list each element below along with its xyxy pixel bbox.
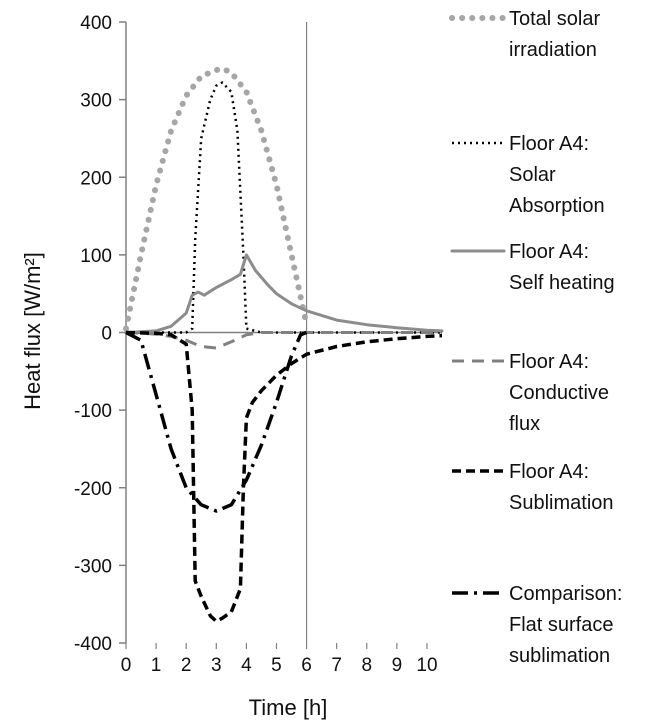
legend-label: Floor A4: [509,241,589,263]
series-line-5 [125,330,308,513]
legend-label: Comparison: [509,583,622,605]
legend-label: Absorption [509,195,605,217]
x-axis-title: Time [h] [249,695,328,720]
x-tick-label: 1 [151,655,162,676]
legend-label: Floor A4: [509,133,589,155]
x-tick-label: 3 [211,655,222,676]
x-tick-label: 0 [121,655,132,676]
series-line-4 [125,330,443,624]
x-axis-tick-labels: 0 1 2 3 4 5 6 7 8 9 10 [121,643,438,676]
y-tick-label: -100 [74,401,112,422]
series-line-2 [124,253,444,334]
legend-label: irradiation [509,39,597,61]
x-tick-label: 4 [241,655,252,676]
legend-label: Sublimation [509,492,614,514]
x-tick-label: 2 [181,655,192,676]
y-tick-label: -300 [74,556,112,577]
legend-label: flux [509,413,540,435]
legend: Total solar irradiation Floor A4: Solar Abso… [449,8,622,667]
legend-label: Floor A4: [509,461,589,483]
legend-label: Solar [509,164,556,186]
y-tick-label: 100 [80,246,112,267]
legend-label: Conductive [509,382,609,404]
y-tick-label: -400 [74,634,112,655]
series-layer [123,65,444,624]
y-tick-label: 400 [80,13,112,34]
y-axis-title: Heat flux [W/m²] [20,252,45,410]
x-tick-label: 10 [416,655,437,676]
series-line-1 [126,81,442,334]
y-tick-label: 300 [80,91,112,112]
y-tick-label: 200 [80,168,112,189]
y-axis-tick-labels: 400 300 200 100 0 -100 -200 -300 -400 [74,13,126,655]
y-tick-label: 0 [101,324,112,345]
legend-label: Self heating [509,272,615,294]
x-tick-label: 7 [331,655,342,676]
x-tick-label: 6 [301,655,312,676]
x-tick-label: 5 [271,655,282,676]
series-line-0 [123,65,310,332]
legend-label: Floor A4: [509,351,589,373]
legend-label: Total solar [509,8,600,30]
x-tick-label: 8 [361,655,372,676]
x-tick-label: 9 [392,655,403,676]
y-tick-label: -200 [74,479,112,500]
legend-label: Flat surface [509,614,613,636]
legend-label: sublimation [509,645,610,667]
